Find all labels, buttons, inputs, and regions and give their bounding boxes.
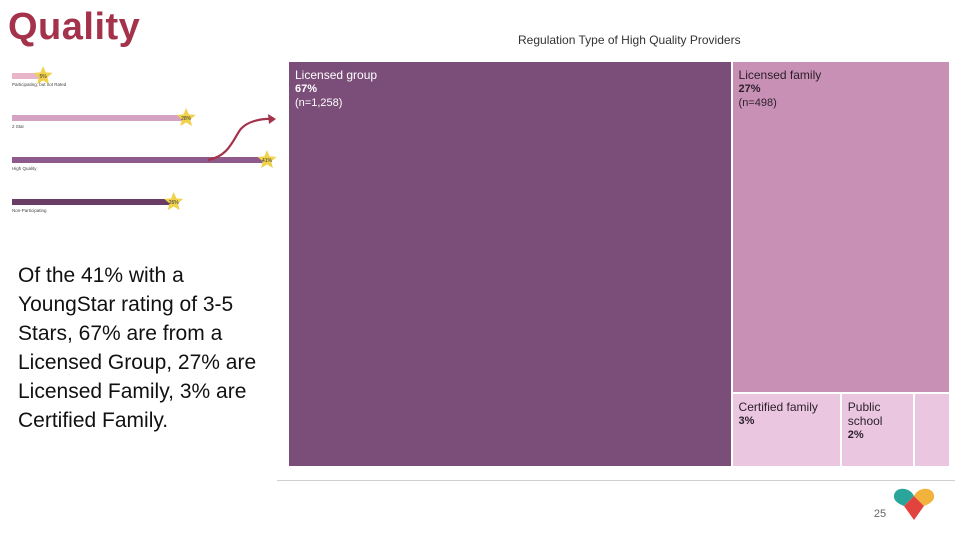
mini-rating-chart: 5% Participating, but not Rated 28% 2 Star 4… <box>12 66 277 213</box>
mini-bar-value: 5% <box>39 74 47 80</box>
mini-star-icon <box>33 66 53 85</box>
mini-bar <box>12 73 44 79</box>
tile-label: Certified family <box>738 400 818 415</box>
tile-label: Licensed family <box>738 68 822 82</box>
tile-count: (n=498) <box>738 97 777 109</box>
mini-bar-label: Participating, but not Rated <box>12 82 67 87</box>
summary-text: Of the 41% with a YoungStar rating of 3-… <box>18 264 257 432</box>
tile-percent: 27% <box>738 83 761 95</box>
tile-label: Licensed group <box>295 68 378 82</box>
page-number: 25 <box>873 508 887 520</box>
footer-divider <box>277 480 955 481</box>
arrow-icon <box>207 117 275 162</box>
chart-title: Regulation Type of High Quality Provider… <box>518 33 741 47</box>
arrow-head-icon <box>268 114 276 124</box>
tile-count: (n=1,258) <box>295 97 343 109</box>
mini-bar-label: High Quality <box>12 166 37 171</box>
mini-star-icon <box>164 192 184 211</box>
tile-licensed-family: Licensed family 27% (n=498) <box>732 62 951 395</box>
mini-bar-value: 41% <box>262 158 273 164</box>
mini-bar <box>12 157 267 163</box>
tile-licensed-group: Licensed group 67% (n=1,258) <box>289 62 733 468</box>
slide-title: Quality <box>8 6 141 48</box>
mini-star-icon <box>257 150 277 169</box>
tile-percent: 3% <box>738 415 755 428</box>
tile-other <box>914 394 951 468</box>
tile-percent: 67% <box>295 83 318 95</box>
tile-label: Public school <box>847 400 883 429</box>
tile-public-school: Public school 2% <box>841 394 915 468</box>
mini-bar-value: 28% <box>181 116 192 122</box>
logo-teal-lobe <box>893 488 914 506</box>
logo-red-point <box>904 496 924 520</box>
treemap-chart: Licensed group 67% (n=1,258) Licensed fa… <box>289 62 951 468</box>
mini-bar-value: 26% <box>169 200 180 206</box>
heart-logo-icon <box>893 488 935 520</box>
mini-bar <box>12 199 174 205</box>
tile-percent: 2% <box>847 429 864 442</box>
mini-star-icon <box>176 108 196 127</box>
mini-bar-label: Non-Participating <box>12 208 47 213</box>
mini-bar <box>12 115 187 121</box>
logo-yellow-lobe <box>914 488 935 506</box>
mini-bar-label: 2 Star <box>12 124 25 129</box>
tile-certified-family: Certified family 3% <box>732 394 842 468</box>
